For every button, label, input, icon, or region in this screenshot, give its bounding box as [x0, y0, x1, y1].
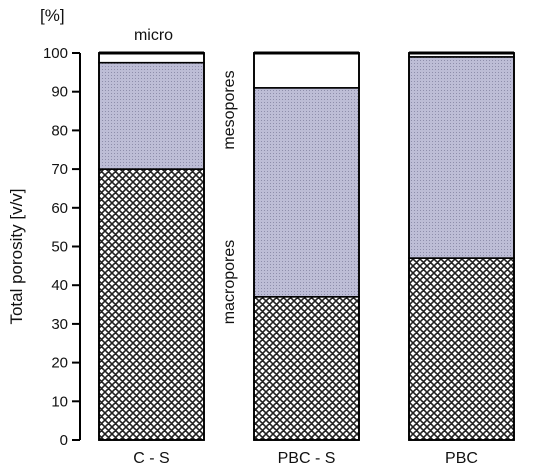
bar-stack: PBC - S — [253, 51, 360, 467]
y-tick-label: 40 — [51, 277, 68, 294]
annotation-micro: micro — [134, 27, 173, 44]
bar-segment-mesopores — [253, 87, 360, 298]
y-tick-label: 70 — [51, 161, 68, 178]
annotation-mesopores: mesopores — [221, 70, 238, 149]
unit-label: [%] — [40, 6, 65, 25]
y-axis: 0 10 20 30 40 50 60 70 80 90 100 — [43, 45, 81, 449]
category-label: PBC — [445, 450, 478, 467]
bar-stack: C - S — [98, 51, 205, 467]
y-axis-label: Total porosity [v/v] — [7, 188, 26, 324]
bar-stack: PBC — [408, 51, 515, 467]
bars-layer: C - S PBC - S PBC — [98, 51, 515, 467]
bar-segment-mesopores — [98, 61, 205, 170]
bar-segment-macropores — [408, 257, 515, 441]
y-tick-label: 90 — [51, 84, 68, 101]
y-tick-label: 10 — [51, 393, 68, 410]
y-tick-label: 50 — [51, 239, 68, 256]
category-label: C - S — [133, 450, 169, 467]
y-tick-label: 60 — [51, 200, 68, 217]
y-tick-label: 30 — [51, 316, 68, 333]
bar-segment-macropores — [253, 296, 360, 441]
y-tick-label: 80 — [51, 122, 68, 139]
bar-segment-micro — [253, 52, 360, 89]
y-tick-label: 100 — [43, 45, 68, 62]
annotation-macropores: macropores — [221, 240, 238, 324]
labels-layer: [%] Total porosity [v/v] micro mesopores… — [7, 6, 238, 325]
y-tick-label: 20 — [51, 355, 68, 372]
bar-segment-mesopores — [408, 56, 515, 259]
category-label: PBC - S — [278, 450, 336, 467]
bar-segment-macropores — [98, 168, 205, 441]
y-tick-label: 0 — [60, 432, 68, 449]
